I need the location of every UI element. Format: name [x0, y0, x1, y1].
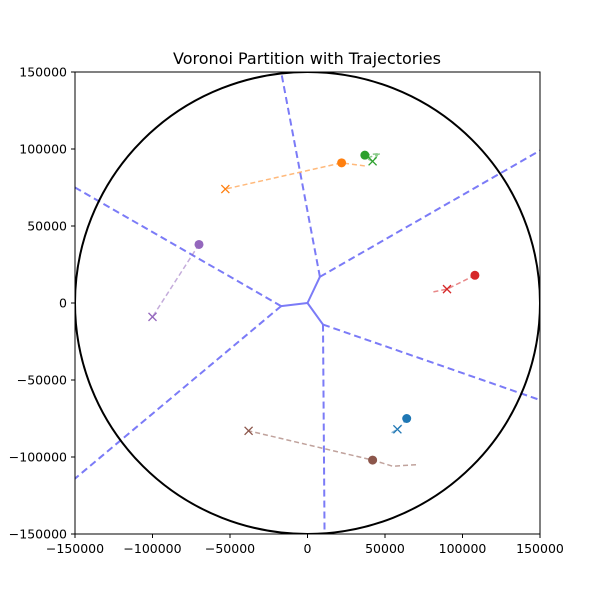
trajectory-start-marker-5 — [368, 455, 378, 465]
y-tick-label: −150000 — [9, 527, 67, 542]
trajectory-end-marker-1 — [220, 184, 230, 194]
x-tick-label: −150000 — [46, 541, 104, 556]
x-tick-label: −50000 — [205, 541, 255, 556]
voronoi-ray-1 — [319, 149, 540, 278]
plot-area — [75, 72, 540, 534]
trajectory-path-2 — [364, 152, 381, 163]
voronoi-ray-2 — [322, 323, 540, 401]
trajectory-end-marker-4 — [148, 312, 157, 322]
axes: −150000 −100000 −50000 0 50000 100000 150000 −1… — [9, 65, 564, 557]
y-tick-label: 100000 — [19, 142, 67, 157]
trajectory-start-marker-2 — [360, 150, 370, 160]
trajectory-start-marker-0 — [402, 414, 412, 423]
y-tick-label: 0 — [59, 296, 67, 311]
voronoi-ray-5 — [75, 305, 282, 480]
x-tick-label: −100000 — [123, 541, 181, 556]
end-marker-stroke-b — [148, 312, 157, 322]
end-marker-stroke-b — [220, 184, 230, 194]
y-tick-label: −100000 — [9, 450, 67, 465]
voronoi-inner-edge-2 — [280, 302, 309, 308]
trajectory-end-marker-2 — [368, 156, 378, 166]
x-tick-label: 0 — [304, 541, 312, 556]
plot-content — [75, 72, 540, 534]
y-tick-label: −50000 — [17, 373, 67, 388]
end-marker-stroke-b — [368, 156, 378, 166]
trajectory-end-marker-5 — [244, 426, 254, 436]
voronoi-ray-4 — [75, 186, 282, 307]
end-marker-stroke-b — [244, 426, 254, 436]
trajectory-start-marker-4 — [194, 239, 204, 249]
voronoi-ray-0 — [280, 72, 321, 278]
voronoi-inner-edge-0 — [306, 275, 321, 304]
trajectory-start-marker-1 — [337, 158, 347, 168]
trajectory-path-4 — [151, 244, 200, 318]
end-marker-stroke-b — [392, 424, 402, 434]
voronoi-inner-edge-1 — [306, 302, 324, 326]
x-tick-label: 50000 — [365, 541, 405, 556]
voronoi-ray-3 — [322, 324, 326, 534]
trajectory-end-marker-0 — [392, 424, 402, 434]
chart-title: Voronoi Partition with Trajectories — [173, 49, 441, 68]
trajectory-end-marker-3 — [442, 284, 452, 294]
end-marker-stroke-b — [442, 284, 452, 294]
x-tick-label: 150000 — [516, 541, 564, 556]
x-tick-label: 100000 — [439, 541, 487, 556]
trajectory-start-marker-3 — [470, 270, 480, 280]
trajectory-path-1 — [225, 162, 365, 190]
trajectory-path-3 — [431, 274, 476, 293]
trajectory-path-5 — [248, 430, 417, 467]
y-tick-label: 50000 — [27, 219, 67, 234]
y-tick-label: 150000 — [19, 65, 67, 80]
